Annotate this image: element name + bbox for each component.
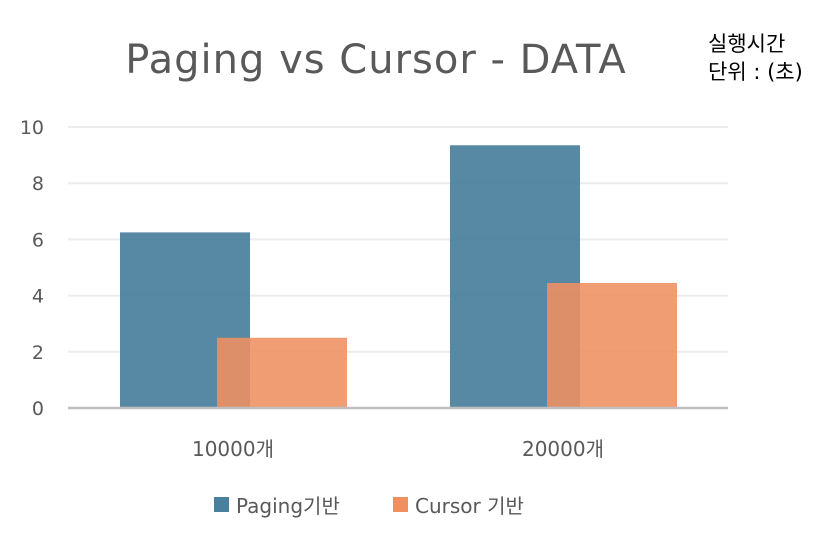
y-tick-label: 10 (20, 117, 44, 139)
unit-note-line-2: 단위 : (초) (708, 60, 803, 84)
legend-swatch (393, 497, 408, 512)
x-category-label: 10000개 (192, 437, 274, 461)
legend-label: Paging기반 (236, 494, 340, 518)
unit-note: 실행시간 단위 : (초) (708, 30, 803, 86)
x-axis-categories: 10000개 20000개 (192, 437, 604, 461)
legend-swatch (214, 497, 229, 512)
y-tick-label: 2 (32, 342, 44, 364)
bar-cursor-0 (217, 337, 347, 408)
y-tick-label: 4 (32, 286, 44, 308)
bars (120, 145, 677, 408)
bar-cursor-1 (547, 282, 677, 408)
x-category-label: 20000개 (522, 437, 604, 461)
legend: Paging기반 Cursor 기반 (214, 494, 524, 518)
legend-label: Cursor 기반 (415, 494, 524, 518)
y-tick-label: 8 (32, 173, 44, 195)
y-tick-label: 6 (32, 229, 44, 251)
chart-title: Paging vs Cursor - DATA (125, 37, 626, 83)
y-axis-ticks: 0 2 4 6 8 10 (20, 117, 44, 420)
y-tick-label: 0 (32, 398, 44, 420)
unit-note-line-1: 실행시간 (708, 32, 786, 56)
